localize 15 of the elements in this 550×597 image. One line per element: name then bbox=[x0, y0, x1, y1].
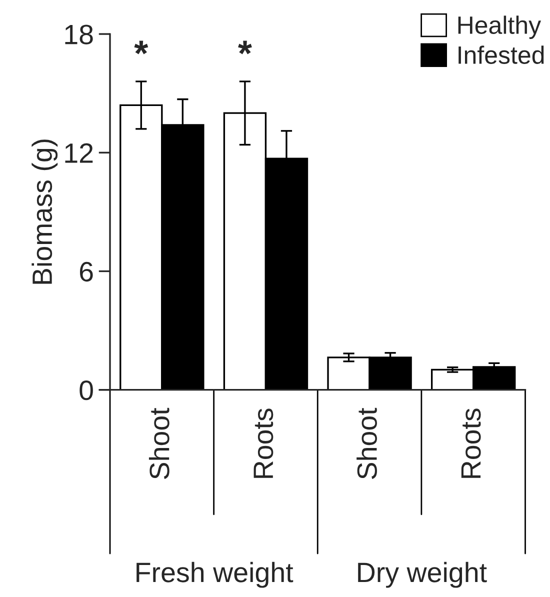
x-tick-label: Shoot bbox=[356, 408, 377, 479]
x-tick-label: Shoot bbox=[148, 408, 170, 479]
annotation: * bbox=[134, 40, 148, 54]
x-tick-label: Roots bbox=[254, 408, 274, 478]
y-tick-label: 0 bbox=[80, 380, 93, 400]
text: Dry weight bbox=[358, 562, 487, 588]
y-tick-label: 18 bbox=[65, 24, 93, 44]
legend-label: Infested bbox=[458, 46, 544, 64]
annotation: * bbox=[238, 40, 252, 54]
y-axis-title: Biomass (g) bbox=[32, 140, 58, 284]
x-tick-label: Roots bbox=[461, 408, 481, 478]
legend-label: Healthy bbox=[458, 16, 542, 39]
y-tick-label: 6 bbox=[80, 262, 93, 282]
y-tick-label: 12 bbox=[65, 143, 93, 163]
text: Fresh weight bbox=[136, 562, 294, 588]
